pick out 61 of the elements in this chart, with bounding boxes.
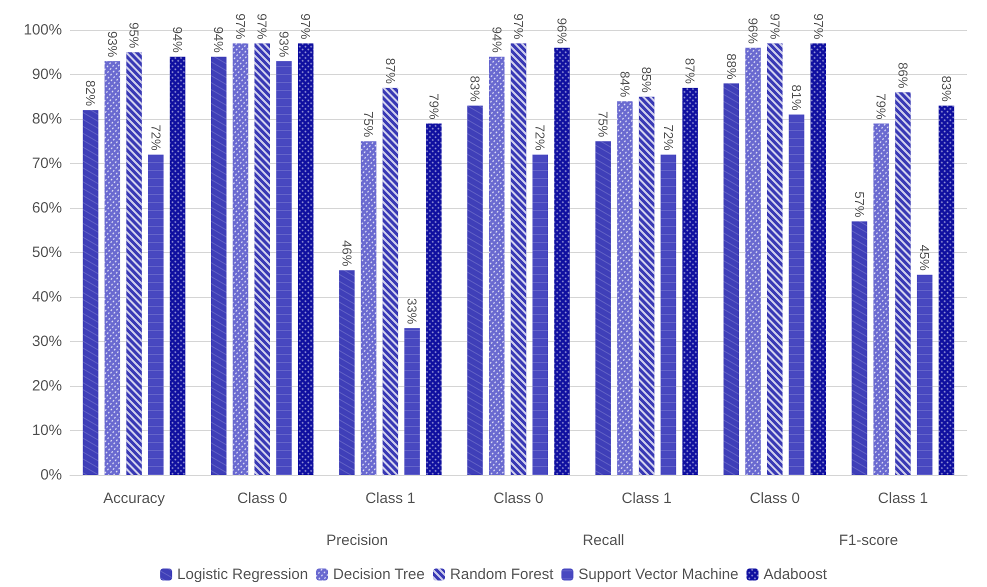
x-tick-label: Class 0 [493, 490, 544, 507]
text: Recall [582, 532, 624, 549]
data-label: 72% [532, 124, 548, 152]
data-label: 97% [232, 13, 248, 40]
x-tick-label: Accuracy [103, 490, 166, 507]
data-label: 33% [404, 298, 420, 325]
data-label: 86% [895, 62, 910, 89]
data-label: 57% [852, 191, 867, 218]
y-tick-label: 90% [32, 66, 62, 83]
legend-label: Logistic Regression [177, 566, 308, 583]
legend-label: Decision Tree [333, 566, 425, 583]
data-label: 75% [361, 111, 376, 138]
data-label: 81% [789, 84, 804, 111]
data-label: 46% [339, 240, 354, 267]
data-label: 84% [617, 71, 632, 98]
data-label: 97% [298, 13, 314, 40]
data-label: 93% [276, 31, 292, 58]
text: Precision [326, 532, 388, 549]
legend-label: Support Vector Machine [578, 566, 738, 583]
data-label: 82% [83, 80, 98, 107]
data-label: 97% [511, 13, 526, 40]
y-tick-label: 60% [32, 200, 62, 216]
x-tick-label: Class 0 [750, 490, 800, 507]
y-tick-label: 80% [32, 110, 62, 128]
legend-label: Random Forest [450, 566, 554, 583]
legend-label: Adaboost [763, 566, 828, 583]
data-label: 93% [104, 31, 120, 58]
x-tick-label: Class 0 [237, 490, 288, 507]
y-tick-label: 70% [32, 155, 62, 172]
x-tick-label: Class 1 [365, 490, 416, 507]
y-tick-label: 0% [40, 466, 62, 484]
y-tick-label: 30% [32, 333, 62, 350]
data-label: 94% [211, 26, 226, 54]
data-label: 95% [126, 22, 142, 49]
data-label: 72% [660, 124, 676, 152]
data-label: 97% [254, 13, 270, 40]
data-label: 87% [682, 58, 698, 84]
y-tick-label: 40% [32, 288, 62, 306]
data-label: 97% [810, 13, 826, 40]
data-label: 83% [938, 76, 954, 102]
data-label: 96% [746, 18, 761, 44]
data-label: 79% [426, 93, 442, 120]
data-label: 96% [554, 18, 570, 44]
data-label: 94% [170, 26, 186, 54]
data-label: 88% [724, 53, 739, 80]
data-label: 94% [489, 26, 504, 54]
y-tick-label: 50% [32, 244, 62, 261]
data-label: 45% [917, 244, 932, 272]
data-label: 85% [639, 66, 654, 94]
data-label: 79% [874, 93, 889, 120]
text: F1-score [838, 532, 898, 549]
x-tick-label: Class 1 [622, 490, 672, 507]
y-tick-label: 20% [32, 378, 62, 394]
y-tick-label: 10% [32, 422, 62, 439]
data-label: 87% [382, 58, 398, 84]
data-label: 83% [468, 76, 483, 102]
data-label: 97% [767, 13, 782, 40]
x-tick-label: Class 1 [878, 490, 928, 507]
data-label: 75% [596, 111, 611, 138]
data-label: 72% [148, 124, 164, 152]
y-tick-label: 100% [24, 22, 62, 38]
